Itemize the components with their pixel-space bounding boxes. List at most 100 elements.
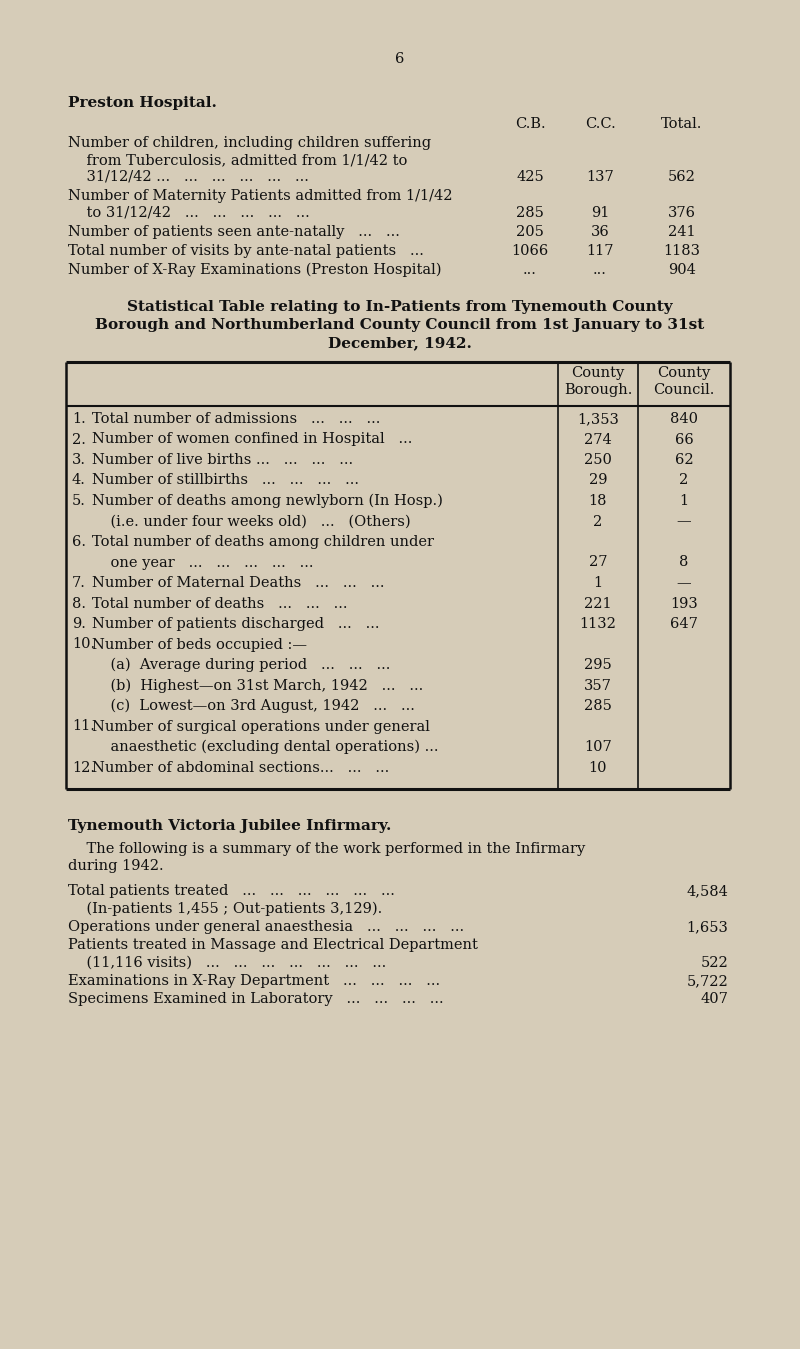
Text: (i.e. under four weeks old)   ...   (Others): (i.e. under four weeks old) ... (Others) [92, 514, 410, 529]
Text: 1183: 1183 [663, 244, 701, 258]
Text: 1132: 1132 [579, 616, 617, 631]
Text: 6.: 6. [72, 536, 86, 549]
Text: 522: 522 [700, 956, 728, 970]
Text: Number of women confined in Hospital   ...: Number of women confined in Hospital ... [92, 433, 412, 447]
Text: Total.: Total. [662, 117, 702, 131]
Text: 250: 250 [584, 453, 612, 467]
Text: ...: ... [523, 263, 537, 277]
Text: ...: ... [593, 263, 607, 277]
Text: 904: 904 [668, 263, 696, 277]
Text: 647: 647 [670, 616, 698, 631]
Text: Number of patients discharged   ...   ...: Number of patients discharged ... ... [92, 616, 379, 631]
Text: Number of abdominal sections...   ...   ...: Number of abdominal sections... ... ... [92, 761, 390, 774]
Text: December, 1942.: December, 1942. [328, 336, 472, 349]
Text: 18: 18 [589, 494, 607, 509]
Text: 10.: 10. [72, 638, 95, 652]
Text: C.B.: C.B. [514, 117, 546, 131]
Text: 274: 274 [584, 433, 612, 447]
Text: 5.: 5. [72, 494, 86, 509]
Text: Number of stillbirths   ...   ...   ...   ...: Number of stillbirths ... ... ... ... [92, 473, 359, 487]
Text: anaesthetic (excluding dental operations) ...: anaesthetic (excluding dental operations… [92, 741, 438, 754]
Text: Tynemouth Victoria Jubilee Infirmary.: Tynemouth Victoria Jubilee Infirmary. [68, 819, 391, 832]
Text: 12.: 12. [72, 761, 95, 774]
Text: 407: 407 [700, 992, 728, 1006]
Text: 425: 425 [516, 170, 544, 183]
Text: 29: 29 [589, 473, 607, 487]
Text: Borough.: Borough. [564, 383, 632, 397]
Text: 31/12/42 ...   ...   ...   ...   ...   ...: 31/12/42 ... ... ... ... ... ... [68, 170, 309, 183]
Text: 4,584: 4,584 [686, 884, 728, 898]
Text: 10: 10 [589, 761, 607, 774]
Text: 1066: 1066 [511, 244, 549, 258]
Text: one year   ...   ...   ...   ...   ...: one year ... ... ... ... ... [92, 556, 314, 569]
Text: Patients treated in Massage and Electrical Department: Patients treated in Massage and Electric… [68, 938, 478, 952]
Text: 1.: 1. [72, 411, 86, 426]
Text: 221: 221 [584, 596, 612, 611]
Text: 241: 241 [668, 225, 696, 239]
Text: 11.: 11. [72, 719, 95, 734]
Text: 91: 91 [591, 206, 609, 220]
Text: (a)  Average during period   ...   ...   ...: (a) Average during period ... ... ... [92, 658, 390, 672]
Text: 107: 107 [584, 741, 612, 754]
Text: Total number of deaths   ...   ...   ...: Total number of deaths ... ... ... [92, 596, 347, 611]
Text: Total number of visits by ante-natal patients   ...: Total number of visits by ante-natal pat… [68, 244, 429, 258]
Text: 1,653: 1,653 [686, 920, 728, 934]
Text: County: County [571, 366, 625, 380]
Text: County: County [658, 366, 710, 380]
Text: The following is a summary of the work performed in the Infirmary: The following is a summary of the work p… [68, 842, 586, 857]
Text: 285: 285 [516, 206, 544, 220]
Text: Total number of admissions   ...   ...   ...: Total number of admissions ... ... ... [92, 411, 380, 426]
Text: 137: 137 [586, 170, 614, 183]
Text: 562: 562 [668, 170, 696, 183]
Text: (11,116 visits)   ...   ...   ...   ...   ...   ...   ...: (11,116 visits) ... ... ... ... ... ... … [68, 956, 386, 970]
Text: 3.: 3. [72, 453, 86, 467]
Text: during 1942.: during 1942. [68, 859, 164, 873]
Text: Number of Maternal Deaths   ...   ...   ...: Number of Maternal Deaths ... ... ... [92, 576, 385, 590]
Text: 840: 840 [670, 411, 698, 426]
Text: Total number of deaths among children under: Total number of deaths among children un… [92, 536, 434, 549]
Text: Number of Maternity Patients admitted from 1/1/42: Number of Maternity Patients admitted fr… [68, 189, 453, 202]
Text: —: — [677, 576, 691, 590]
Text: 8: 8 [679, 556, 689, 569]
Text: —: — [677, 514, 691, 529]
Text: C.C.: C.C. [585, 117, 615, 131]
Text: 7.: 7. [72, 576, 86, 590]
Text: 2.: 2. [72, 433, 86, 447]
Text: 117: 117 [586, 244, 614, 258]
Text: Preston Hospital.: Preston Hospital. [68, 96, 217, 111]
Text: 1: 1 [594, 576, 602, 590]
Text: to 31/12/42   ...   ...   ...   ...   ...: to 31/12/42 ... ... ... ... ... [68, 206, 310, 220]
Text: 1: 1 [679, 494, 689, 509]
Text: 62: 62 [674, 453, 694, 467]
Text: Specimens Examined in Laboratory   ...   ...   ...   ...: Specimens Examined in Laboratory ... ...… [68, 992, 444, 1006]
Text: Number of live births ...   ...   ...   ...: Number of live births ... ... ... ... [92, 453, 353, 467]
Text: 295: 295 [584, 658, 612, 672]
Text: Number of patients seen ante-natally   ...   ...: Number of patients seen ante-natally ...… [68, 225, 400, 239]
Text: 4.: 4. [72, 473, 86, 487]
Text: 193: 193 [670, 596, 698, 611]
Text: 357: 357 [584, 679, 612, 692]
Text: 66: 66 [674, 433, 694, 447]
Text: 2: 2 [594, 514, 602, 529]
Text: 205: 205 [516, 225, 544, 239]
Text: 9.: 9. [72, 616, 86, 631]
Text: Operations under general anaesthesia   ...   ...   ...   ...: Operations under general anaesthesia ...… [68, 920, 464, 934]
Text: Number of surgical operations under general: Number of surgical operations under gene… [92, 719, 430, 734]
Text: 5,722: 5,722 [686, 974, 728, 987]
Text: (c)  Lowest—on 3rd August, 1942   ...   ...: (c) Lowest—on 3rd August, 1942 ... ... [92, 699, 415, 714]
Text: Number of X-Ray Examinations (Preston Hospital): Number of X-Ray Examinations (Preston Ho… [68, 263, 442, 278]
Text: (In-patients 1,455 ; Out-patients 3,129).: (In-patients 1,455 ; Out-patients 3,129)… [68, 902, 382, 916]
Text: 36: 36 [590, 225, 610, 239]
Text: 1,353: 1,353 [577, 411, 619, 426]
Text: 376: 376 [668, 206, 696, 220]
Text: Total patients treated   ...   ...   ...   ...   ...   ...: Total patients treated ... ... ... ... .… [68, 884, 395, 898]
Text: 6: 6 [395, 53, 405, 66]
Text: Examinations in X-Ray Department   ...   ...   ...   ...: Examinations in X-Ray Department ... ...… [68, 974, 440, 987]
Text: 8.: 8. [72, 596, 86, 611]
Text: Borough and Northumberland County Council from 1st January to 31st: Borough and Northumberland County Counci… [95, 318, 705, 332]
Text: 2: 2 [679, 473, 689, 487]
Text: Council.: Council. [654, 383, 714, 397]
Text: Number of deaths among newlyborn (In Hosp.): Number of deaths among newlyborn (In Hos… [92, 494, 443, 509]
Text: (b)  Highest—on 31st March, 1942   ...   ...: (b) Highest—on 31st March, 1942 ... ... [92, 679, 423, 693]
Text: 27: 27 [589, 556, 607, 569]
